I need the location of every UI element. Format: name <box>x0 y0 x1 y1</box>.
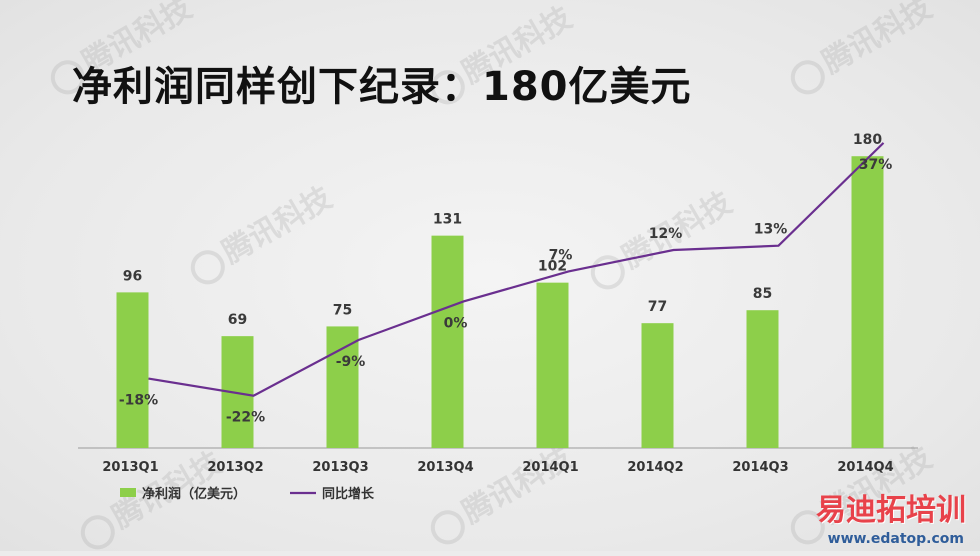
bar <box>116 292 149 448</box>
brand-url: www.edatop.com <box>827 531 964 547</box>
bar-value-label: 75 <box>333 302 352 318</box>
growth-value-label: 13% <box>754 222 788 238</box>
growth-value-label: 37% <box>859 157 893 173</box>
growth-value-label: -9% <box>336 354 366 370</box>
x-tick-label: 2013Q4 <box>417 460 473 475</box>
x-tick-label: 2014Q1 <box>522 460 578 475</box>
x-tick-label: 2014Q3 <box>732 460 788 475</box>
bar-value-label: 69 <box>228 312 247 328</box>
legend-label: 净利润（亿美元） <box>142 486 246 502</box>
bar <box>326 326 359 448</box>
page-title: 净利润同样创下纪录：180亿美元 <box>72 64 692 110</box>
x-tick-label: 2014Q2 <box>627 460 683 475</box>
bar-value-label: 102 <box>538 259 567 275</box>
legend-swatch-bar <box>120 488 136 497</box>
bar-value-label: 85 <box>753 286 772 302</box>
bar-value-label: 96 <box>123 268 142 284</box>
x-tick-label: 2013Q1 <box>102 460 158 475</box>
bar <box>536 282 569 448</box>
bar-value-label: 131 <box>433 212 462 228</box>
bar <box>851 156 884 449</box>
x-tick-label: 2014Q4 <box>837 460 893 475</box>
growth-value-label: -18% <box>119 393 158 409</box>
bar-value-label: 180 <box>853 132 882 148</box>
x-tick-label: 2013Q3 <box>312 460 368 475</box>
bar <box>641 323 674 448</box>
bar-value-label: 77 <box>648 299 667 315</box>
bar <box>746 310 779 448</box>
growth-value-label: 0% <box>444 315 468 331</box>
growth-value-label: 7% <box>549 247 573 263</box>
x-tick-label: 2013Q2 <box>207 460 263 475</box>
legend-label: 同比增长 <box>322 486 375 502</box>
growth-value-label: 12% <box>649 226 683 242</box>
brand-logo: 易迪拓培训 <box>816 493 966 528</box>
growth-value-label: -22% <box>226 410 265 426</box>
growth-line <box>148 142 885 397</box>
bar <box>431 235 464 448</box>
